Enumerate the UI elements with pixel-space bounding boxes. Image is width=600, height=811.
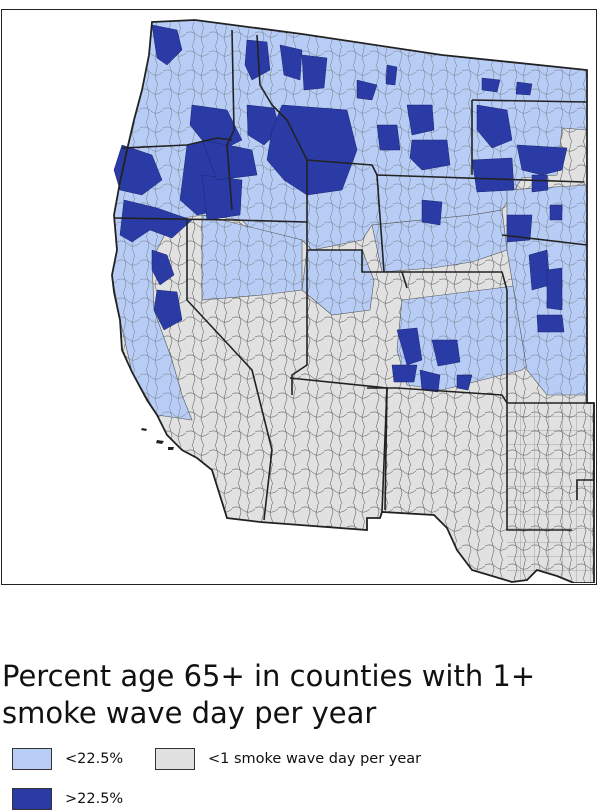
legend-label-low: <22.5% (65, 751, 124, 767)
map-frame (1, 9, 597, 585)
legend-item-none: <1 smoke wave day per year (155, 748, 421, 770)
legend-swatch-none (155, 748, 195, 770)
state-boundaries (113, 29, 595, 531)
legend-label-high: >22.5% (65, 791, 124, 807)
legend-swatch-high (12, 788, 52, 810)
legend-title: Percent age 65+ in counties with 1+ smok… (2, 659, 536, 730)
land-area (112, 20, 594, 583)
legend-item-high: >22.5% (12, 788, 123, 810)
legend-item-low: <22.5% (12, 748, 123, 770)
legend-label-none: <1 smoke wave day per year (208, 751, 422, 767)
coastal-islands (141, 428, 174, 450)
western-us-county-map (111, 19, 595, 583)
legend-swatch-low (12, 748, 52, 770)
high-percentage-counties (113, 24, 568, 393)
